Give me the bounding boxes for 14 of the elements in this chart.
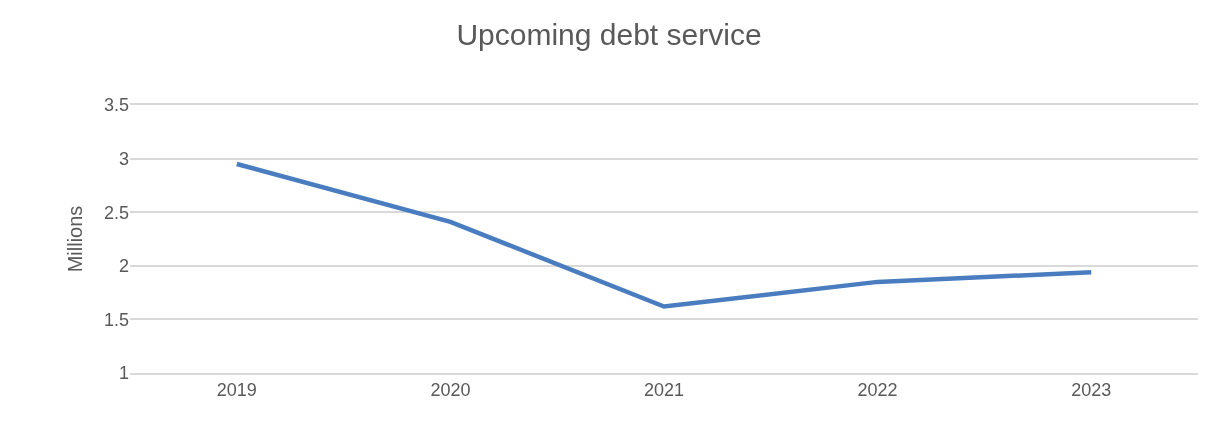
y-tick-label: 3	[118, 148, 129, 169]
y-tick-label: 2	[118, 256, 129, 277]
x-tick-label: 2022	[857, 380, 898, 401]
x-tick-label: 2021	[643, 380, 685, 401]
y-axis-title: Millions	[64, 205, 87, 273]
x-tick-label: 2023	[1071, 380, 1112, 401]
y-tick-label: 2.5	[103, 202, 129, 223]
y-tick-label: 1.5	[103, 309, 129, 330]
y-tick-label: 3.5	[103, 95, 129, 116]
line-series	[234, 161, 1094, 309]
x-tick-label: 2020	[430, 380, 471, 401]
chart-title: Upcoming debt service	[456, 17, 762, 51]
y-tick-label: 1	[118, 363, 129, 384]
x-tick-label: 2019	[216, 380, 257, 401]
